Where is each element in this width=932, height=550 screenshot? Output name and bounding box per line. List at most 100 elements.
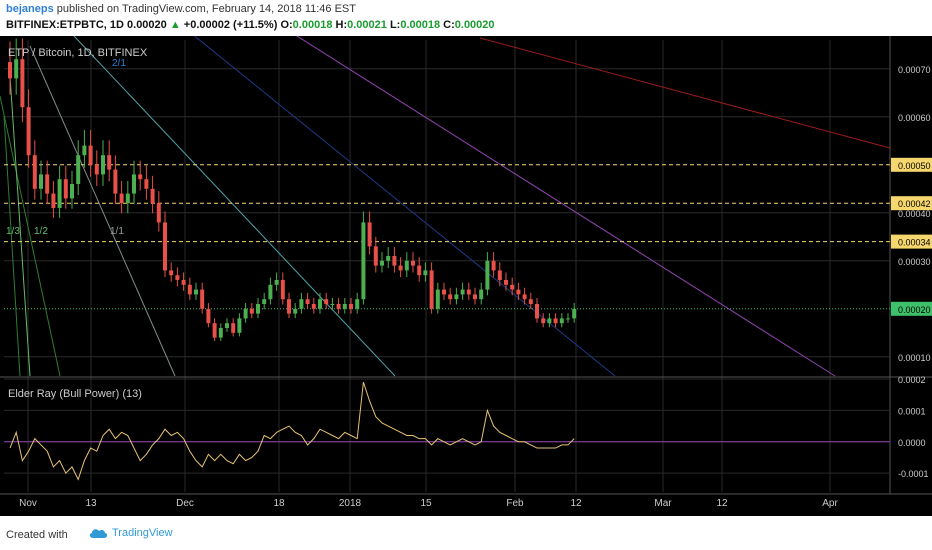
candle-body	[349, 304, 353, 309]
level-tag	[891, 157, 932, 172]
trend-line	[296, 36, 836, 377]
candle-body	[429, 270, 434, 309]
candle-body	[404, 260, 409, 271]
x-tick-label: Dec	[176, 498, 194, 509]
candle-body	[522, 294, 527, 300]
candle-body	[435, 289, 440, 309]
candle-body	[361, 222, 366, 300]
candle-body	[113, 169, 118, 194]
tradingview-cloud-icon	[89, 529, 108, 538]
candle-body	[200, 289, 205, 309]
candle-body	[417, 265, 422, 276]
symbol-line: BITFINEX:ETPBTC, 1D 0.00020 ▲ +0.00002 (…	[6, 19, 495, 31]
brand-link[interactable]: TradingView	[88, 527, 173, 539]
candle-body	[20, 59, 25, 108]
candle-body	[454, 294, 459, 300]
candle-body	[82, 145, 87, 156]
level-tag	[891, 234, 932, 249]
candle-body	[268, 284, 273, 300]
candle-body	[194, 289, 198, 295]
chart-area[interactable]: 1/3 1/2 1/1 2/1 0.00050 0.00042 0.00034 0.0002…	[0, 36, 932, 516]
candle-body	[380, 260, 384, 266]
x-tick-label: 12	[570, 498, 582, 509]
close-label: C:	[443, 19, 455, 31]
candle-body	[311, 304, 316, 309]
x-tick-label: 2018	[339, 498, 362, 509]
created-with-text: Created with	[6, 529, 68, 541]
symbol-label: BITFINEX:ETPBTC, 1D	[6, 19, 124, 31]
candle-body	[336, 304, 341, 309]
high-label: H:	[335, 19, 348, 31]
candle-body	[8, 62, 12, 79]
candle-body	[132, 174, 136, 194]
candle-body	[491, 260, 496, 271]
candle-body	[324, 299, 329, 304]
candle-body	[212, 323, 217, 338]
level-tag-label: 0.00034	[898, 238, 931, 248]
candle-body	[94, 164, 99, 175]
trend-line	[479, 37, 891, 149]
chart-canvas[interactable]: 1/3 1/2 1/1 2/1 0.00050 0.00042 0.00034 0.0002…	[0, 36, 932, 516]
candle-body	[280, 280, 285, 300]
candle-body	[566, 318, 570, 320]
candle-body	[392, 256, 397, 266]
trend-line	[193, 36, 616, 377]
candle-body	[26, 107, 31, 156]
candle-body	[51, 193, 56, 208]
y-tick-label: 0.00070	[898, 65, 931, 75]
candle-body	[107, 155, 112, 170]
x-tick-label: 13	[85, 498, 97, 509]
candle-body	[442, 289, 446, 295]
trend-line	[3, 115, 21, 377]
candle-body	[473, 294, 477, 300]
candle-body	[293, 308, 298, 314]
x-tick-label: Feb	[506, 498, 524, 509]
candle-body	[76, 155, 81, 184]
high-value: 0.00021	[347, 19, 387, 31]
candle-body	[411, 260, 415, 266]
candle-body	[386, 256, 391, 261]
x-tick-label: Mar	[654, 498, 672, 509]
candle-body	[535, 304, 539, 319]
candle-body	[510, 284, 515, 290]
candle-body	[528, 299, 533, 304]
candle-body	[466, 289, 471, 295]
x-tick-label: Nov	[19, 498, 37, 509]
candle-body	[541, 318, 546, 324]
candle-body	[398, 265, 403, 271]
candle-body	[169, 270, 174, 276]
candle-body	[448, 294, 453, 300]
fan-label: 2/1	[112, 58, 126, 69]
trend-line	[73, 36, 396, 377]
candle-body	[243, 308, 248, 319]
indicator-tick-label: 0.0002	[898, 375, 926, 385]
candle-body	[256, 304, 260, 314]
candle-body	[373, 246, 378, 266]
chart-title: ETP / Bitcoin, 1D, BITFINEX	[8, 47, 148, 59]
candle-body	[88, 145, 93, 165]
author-link[interactable]: bejaneps	[6, 3, 54, 15]
y-tick-label: 0.00040	[898, 209, 931, 219]
candle-body	[206, 308, 211, 324]
candle-body	[231, 323, 236, 333]
candle-body	[553, 318, 558, 324]
candle-body	[150, 188, 155, 204]
price-value: 0.00020	[127, 19, 167, 31]
candle-body	[423, 270, 428, 276]
candle-body	[32, 155, 37, 189]
low-label: L:	[389, 19, 401, 31]
open-value: 0.00018	[292, 19, 333, 31]
fan-label: 1/2	[34, 226, 48, 237]
indicator-tick-label: 0.0000	[898, 438, 926, 448]
level-tag-label: 0.00042	[898, 199, 931, 209]
fan-label: 1/3	[6, 226, 20, 237]
candle-body	[572, 308, 577, 319]
candle-body	[138, 174, 143, 180]
candle-body	[181, 280, 186, 285]
candle-body	[125, 193, 130, 204]
candle-body	[497, 270, 502, 280]
candle-body	[237, 318, 242, 333]
candle-body	[144, 179, 149, 189]
candle-body	[225, 323, 229, 328]
current-price-label: 0.00020	[898, 305, 931, 315]
